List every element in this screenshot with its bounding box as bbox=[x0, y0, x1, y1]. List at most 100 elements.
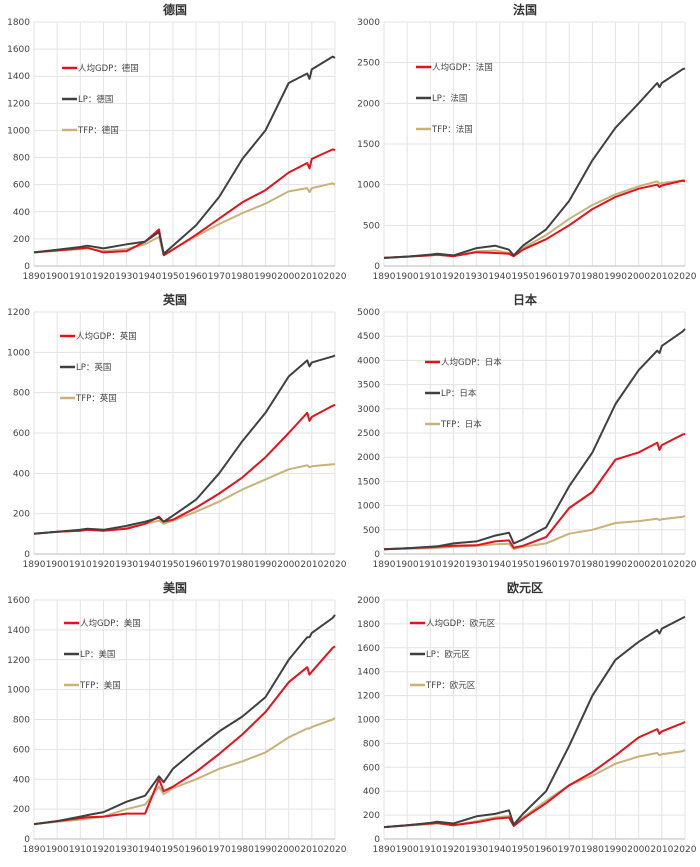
legend-label: 人均GDP：美国 bbox=[80, 618, 141, 629]
legend-label: TFP：英国 bbox=[75, 393, 117, 404]
y-tick-label: 600 bbox=[13, 181, 30, 191]
x-tick-label: 1980 bbox=[231, 272, 254, 282]
x-tick-label: 2020 bbox=[324, 560, 347, 570]
y-tick-label: 1500 bbox=[357, 477, 380, 487]
y-tick-label: 500 bbox=[363, 221, 380, 231]
y-tick-label: 1000 bbox=[7, 686, 30, 696]
y-tick-label: 400 bbox=[363, 787, 380, 797]
x-tick-label: 1920 bbox=[92, 560, 115, 570]
y-tick-label: 1400 bbox=[7, 626, 30, 636]
x-tick-label: 2020 bbox=[324, 845, 347, 855]
x-tick-label: 1950 bbox=[511, 560, 534, 570]
chart-panel: 美国 0 200 400 600 800 1000 1200 1400 1600 1890 1900 1… bbox=[0, 578, 350, 863]
x-tick-label: 1970 bbox=[558, 272, 581, 282]
y-tick-label: 3500 bbox=[357, 381, 380, 391]
chart-title: 美国 bbox=[163, 580, 187, 595]
x-tick-label: 1930 bbox=[115, 272, 138, 282]
x-tick-label: 1980 bbox=[581, 272, 604, 282]
x-tick-label: 1980 bbox=[581, 560, 604, 570]
x-tick-label: 1910 bbox=[419, 845, 442, 855]
x-tick-label: 2020 bbox=[324, 272, 347, 282]
x-tick-label: 1960 bbox=[185, 272, 208, 282]
legend-label: 人均GDP：日本 bbox=[441, 357, 502, 368]
x-tick-label: 1920 bbox=[442, 560, 465, 570]
y-tick-label: 200 bbox=[363, 811, 380, 821]
legend-label: TFP：美国 bbox=[79, 680, 121, 691]
x-tick-label: 1990 bbox=[254, 845, 277, 855]
series-line-tfp bbox=[33, 182, 336, 257]
x-tick-label: 1950 bbox=[161, 272, 184, 282]
x-tick-label: 1910 bbox=[69, 845, 92, 855]
x-tick-label: 1930 bbox=[465, 272, 488, 282]
x-tick-label: 1910 bbox=[69, 560, 92, 570]
y-tick-label: 200 bbox=[13, 235, 30, 245]
y-tick-label: 400 bbox=[13, 208, 30, 218]
x-tick-label: 2000 bbox=[627, 560, 650, 570]
chart-panel: 欧元区 0 200 400 600 800 1000 1200 1400 1600 1800 2000… bbox=[350, 578, 700, 863]
y-tick-label: 1200 bbox=[7, 308, 30, 318]
chart-panel: 法国 0 500 1000 1500 2000 2500 3000 1890 1900 1910 19… bbox=[350, 0, 700, 290]
legend-label: TFP：欧元区 bbox=[425, 680, 476, 691]
x-tick-label: 2000 bbox=[627, 272, 650, 282]
x-tick-label: 1970 bbox=[208, 845, 231, 855]
x-tick-label: 1960 bbox=[535, 560, 558, 570]
x-tick-label: 2010 bbox=[650, 272, 673, 282]
chart-svg: 欧元区 0 200 400 600 800 1000 1200 1400 1600 1800 2000… bbox=[357, 580, 697, 855]
legend-label: LP：法国 bbox=[432, 93, 467, 104]
x-tick-label: 1950 bbox=[511, 272, 534, 282]
series-line-tfp bbox=[33, 463, 335, 535]
x-tick-label: 1900 bbox=[396, 560, 419, 570]
y-tick-label: 1800 bbox=[7, 18, 30, 28]
chart-panel: 德国 0 200 400 600 800 1000 1200 1400 1600 1800 1890 1… bbox=[0, 0, 350, 290]
x-tick-label: 1940 bbox=[138, 272, 161, 282]
x-tick-label: 1990 bbox=[254, 560, 277, 570]
x-tick-label: 1950 bbox=[161, 845, 184, 855]
x-tick-label: 1910 bbox=[69, 272, 92, 282]
x-tick-label: 2020 bbox=[674, 272, 697, 282]
y-tick-label: 800 bbox=[13, 716, 30, 726]
chart-title: 英国 bbox=[163, 292, 187, 307]
x-tick-label: 2000 bbox=[277, 560, 300, 570]
y-tick-label: 800 bbox=[13, 154, 30, 164]
x-tick-label: 1980 bbox=[581, 845, 604, 855]
y-tick-label: 800 bbox=[363, 739, 380, 749]
legend-label: LP：美国 bbox=[80, 649, 115, 660]
x-tick-label: 2020 bbox=[674, 845, 697, 855]
legend-label: TFP：法国 bbox=[431, 124, 473, 135]
series-line-lp bbox=[383, 328, 686, 551]
y-tick-label: 500 bbox=[363, 526, 380, 536]
x-tick-label: 1960 bbox=[185, 845, 208, 855]
series-line-tfp bbox=[383, 515, 686, 551]
x-tick-label: 2000 bbox=[277, 272, 300, 282]
x-tick-label: 1930 bbox=[115, 845, 138, 855]
y-tick-label: 0 bbox=[374, 262, 380, 272]
x-tick-label: 1970 bbox=[558, 845, 581, 855]
y-tick-label: 1000 bbox=[357, 716, 380, 726]
x-tick-label: 1980 bbox=[231, 845, 254, 855]
y-tick-label: 600 bbox=[13, 429, 30, 439]
chart-title: 欧元区 bbox=[507, 580, 543, 595]
chart-svg: 日本 0 500 1000 1500 2000 2500 3000 3500 4000 4500 50… bbox=[357, 292, 697, 570]
x-tick-label: 1990 bbox=[604, 845, 627, 855]
x-tick-label: 1960 bbox=[185, 560, 208, 570]
series-line-lp bbox=[33, 354, 336, 535]
x-tick-label: 1910 bbox=[419, 560, 442, 570]
series-line-lp bbox=[383, 67, 686, 259]
x-tick-label: 1910 bbox=[419, 272, 442, 282]
y-tick-label: 1000 bbox=[7, 348, 30, 358]
series-line-lp bbox=[383, 615, 686, 829]
y-tick-label: 2000 bbox=[357, 596, 380, 606]
y-tick-label: 1000 bbox=[357, 181, 380, 191]
x-tick-label: 1940 bbox=[488, 560, 511, 570]
x-tick-label: 2010 bbox=[650, 845, 673, 855]
x-tick-label: 1940 bbox=[138, 845, 161, 855]
series-line-tfp bbox=[383, 178, 686, 259]
y-tick-label: 1400 bbox=[7, 72, 30, 82]
x-tick-label: 1900 bbox=[46, 272, 69, 282]
x-tick-label: 1890 bbox=[373, 845, 396, 855]
y-tick-label: 400 bbox=[13, 775, 30, 785]
y-tick-label: 4500 bbox=[357, 332, 380, 342]
legend-label: 人均GDP：德国 bbox=[78, 63, 139, 74]
